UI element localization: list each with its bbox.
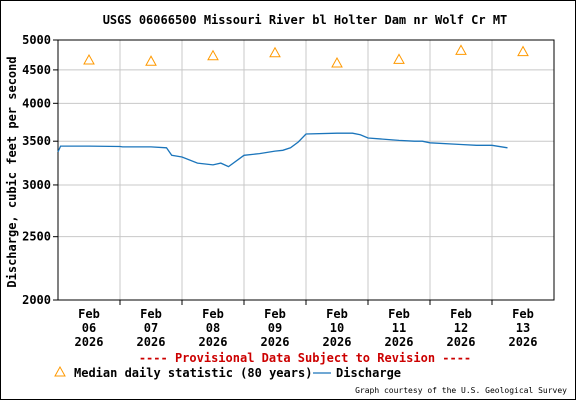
median-marker — [83, 53, 95, 65]
x-tick-label-year: 2026 — [137, 335, 166, 349]
x-tick-label-day: 08 — [206, 321, 220, 335]
y-tick-label: 3500 — [22, 134, 51, 148]
x-tick-label-day: 06 — [82, 321, 96, 335]
x-tick-label-year: 2026 — [509, 335, 538, 349]
median-marker — [207, 49, 219, 61]
legend-discharge-label: Discharge — [336, 366, 401, 380]
median-marker — [393, 53, 405, 64]
legend-median-marker — [54, 365, 66, 377]
y-tick-label: 4500 — [22, 63, 51, 77]
legend-median-label: Median daily statistic (80 years) — [74, 366, 312, 380]
x-tick-label-month: Feb — [202, 307, 224, 321]
chart-grid — [58, 39, 554, 301]
x-tick-label-year: 2026 — [447, 335, 476, 349]
discharge-line — [57, 132, 508, 168]
y-axis-label: Discharge, cubic feet per second — [5, 56, 19, 287]
y-tick-label: 3000 — [22, 178, 51, 192]
x-tick-label-month: Feb — [78, 307, 100, 321]
x-tick-label-year: 2026 — [75, 335, 104, 349]
x-axis-ticks: Feb062026Feb072026Feb082026Feb092026Feb1… — [75, 300, 538, 349]
x-tick-label-month: Feb — [388, 307, 410, 321]
y-tick-label: 2000 — [22, 293, 51, 307]
x-tick-label-day: 10 — [330, 321, 344, 335]
x-tick-label-day: 07 — [144, 321, 158, 335]
x-tick-label-year: 2026 — [323, 335, 352, 349]
x-tick-label-month: Feb — [450, 307, 472, 321]
median-marker — [269, 46, 281, 58]
x-tick-label-month: Feb — [512, 307, 534, 321]
median-marker — [331, 57, 343, 68]
x-tick-label-month: Feb — [264, 307, 286, 321]
usgs-credit: Graph courtesy of the U.S. Geological Su… — [355, 386, 567, 395]
y-tick-label: 2500 — [22, 230, 51, 244]
y-axis-ticks: 2000 2500 3000 3500 4000 4500 5000 — [22, 33, 58, 307]
median-marker — [517, 45, 529, 57]
x-tick-label-day: 09 — [268, 321, 282, 335]
x-tick-label-year: 2026 — [199, 335, 228, 349]
chart-series — [57, 44, 529, 168]
median-marker — [145, 55, 157, 66]
legend: Median daily statistic (80 years) Discha… — [54, 365, 401, 380]
x-tick-label-month: Feb — [326, 307, 348, 321]
provisional-note: ---- Provisional Data Subject to Revisio… — [139, 351, 471, 365]
chart-title: USGS 06066500 Missouri River bl Holter D… — [103, 13, 508, 27]
x-tick-label-day: 13 — [516, 321, 530, 335]
x-tick-label-day: 11 — [392, 321, 406, 335]
median-marker — [455, 44, 467, 55]
x-tick-label-day: 12 — [454, 321, 468, 335]
x-tick-label-year: 2026 — [385, 335, 414, 349]
y-tick-label: 4000 — [22, 96, 51, 110]
x-tick-label-year: 2026 — [261, 335, 290, 349]
x-tick-label-month: Feb — [140, 307, 162, 321]
y-tick-label: 5000 — [22, 33, 51, 47]
